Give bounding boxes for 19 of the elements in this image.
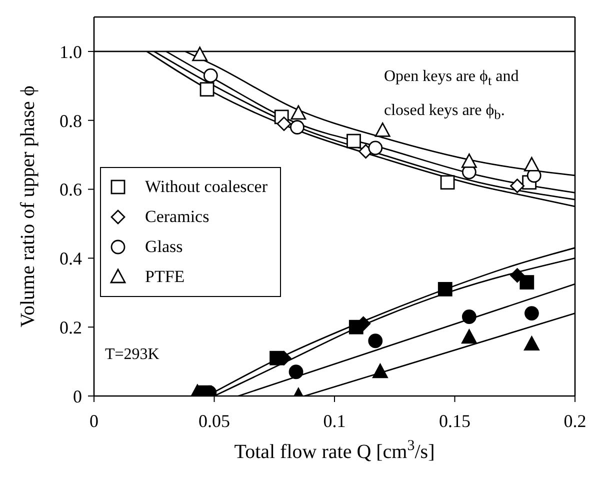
legend-label: Without coalescer [145,177,268,197]
y-tick-label: 0.8 [60,110,82,131]
y-tick-label: 0.6 [60,180,82,200]
x-tick-label: 0.05 [198,410,230,431]
y-axis-title: Volume ratio of upper phase ϕ [17,86,39,328]
annotation: Open keys are ϕ$_{t}$ and closed keys are ϕ$_{b}$. [384,67,520,124]
x-tick-label: 0 [90,410,98,431]
y-tick-label: 0.4 [60,248,82,269]
y-tick-label: 0.2 [60,317,82,338]
y-tick-label: 1.0 [60,42,82,62]
legend-label: PTFE [145,267,185,287]
legend-label: Glass [145,237,183,257]
x-tick-label: 0.15 [439,410,470,431]
x-tick-label: 0.1 [323,410,346,431]
annotation: T=293K [105,346,160,364]
x-tick-label: 0.2 [564,410,586,431]
x-axis-title: Total flow rate Q [cm$^{3}$/s] [234,438,435,463]
legend-label: Ceramics [145,207,210,227]
y-tick-label: 0 [73,386,82,406]
